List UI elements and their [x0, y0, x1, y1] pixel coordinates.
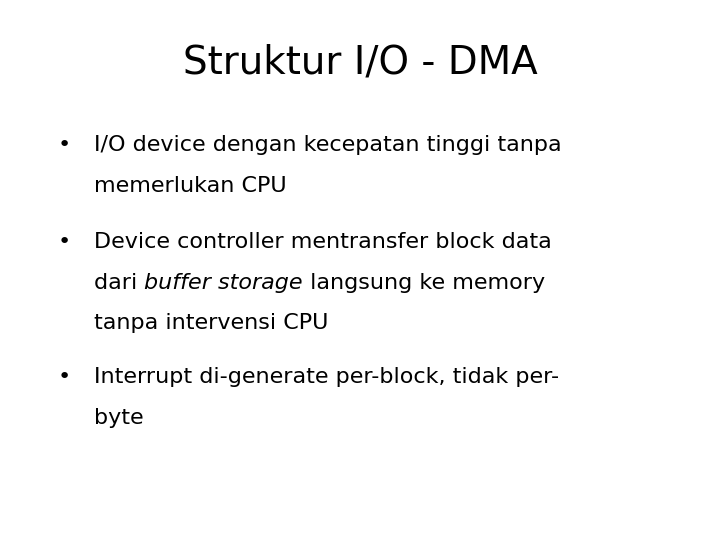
- Text: •: •: [58, 232, 71, 252]
- Text: memerlukan CPU: memerlukan CPU: [94, 176, 287, 195]
- Text: dari: dari: [94, 273, 144, 293]
- Text: byte: byte: [94, 408, 143, 428]
- Text: •: •: [58, 135, 71, 155]
- Text: Struktur I/O - DMA: Struktur I/O - DMA: [183, 43, 537, 81]
- Text: Interrupt di-generate per-block, tidak per-: Interrupt di-generate per-block, tidak p…: [94, 367, 559, 387]
- Text: tanpa intervensi CPU: tanpa intervensi CPU: [94, 313, 328, 333]
- Text: buffer storage: buffer storage: [144, 273, 302, 293]
- Text: •: •: [58, 367, 71, 387]
- Text: langsung ke memory: langsung ke memory: [302, 273, 545, 293]
- Text: Device controller mentransfer block data: Device controller mentransfer block data: [94, 232, 552, 252]
- Text: I/O device dengan kecepatan tinggi tanpa: I/O device dengan kecepatan tinggi tanpa: [94, 135, 561, 155]
